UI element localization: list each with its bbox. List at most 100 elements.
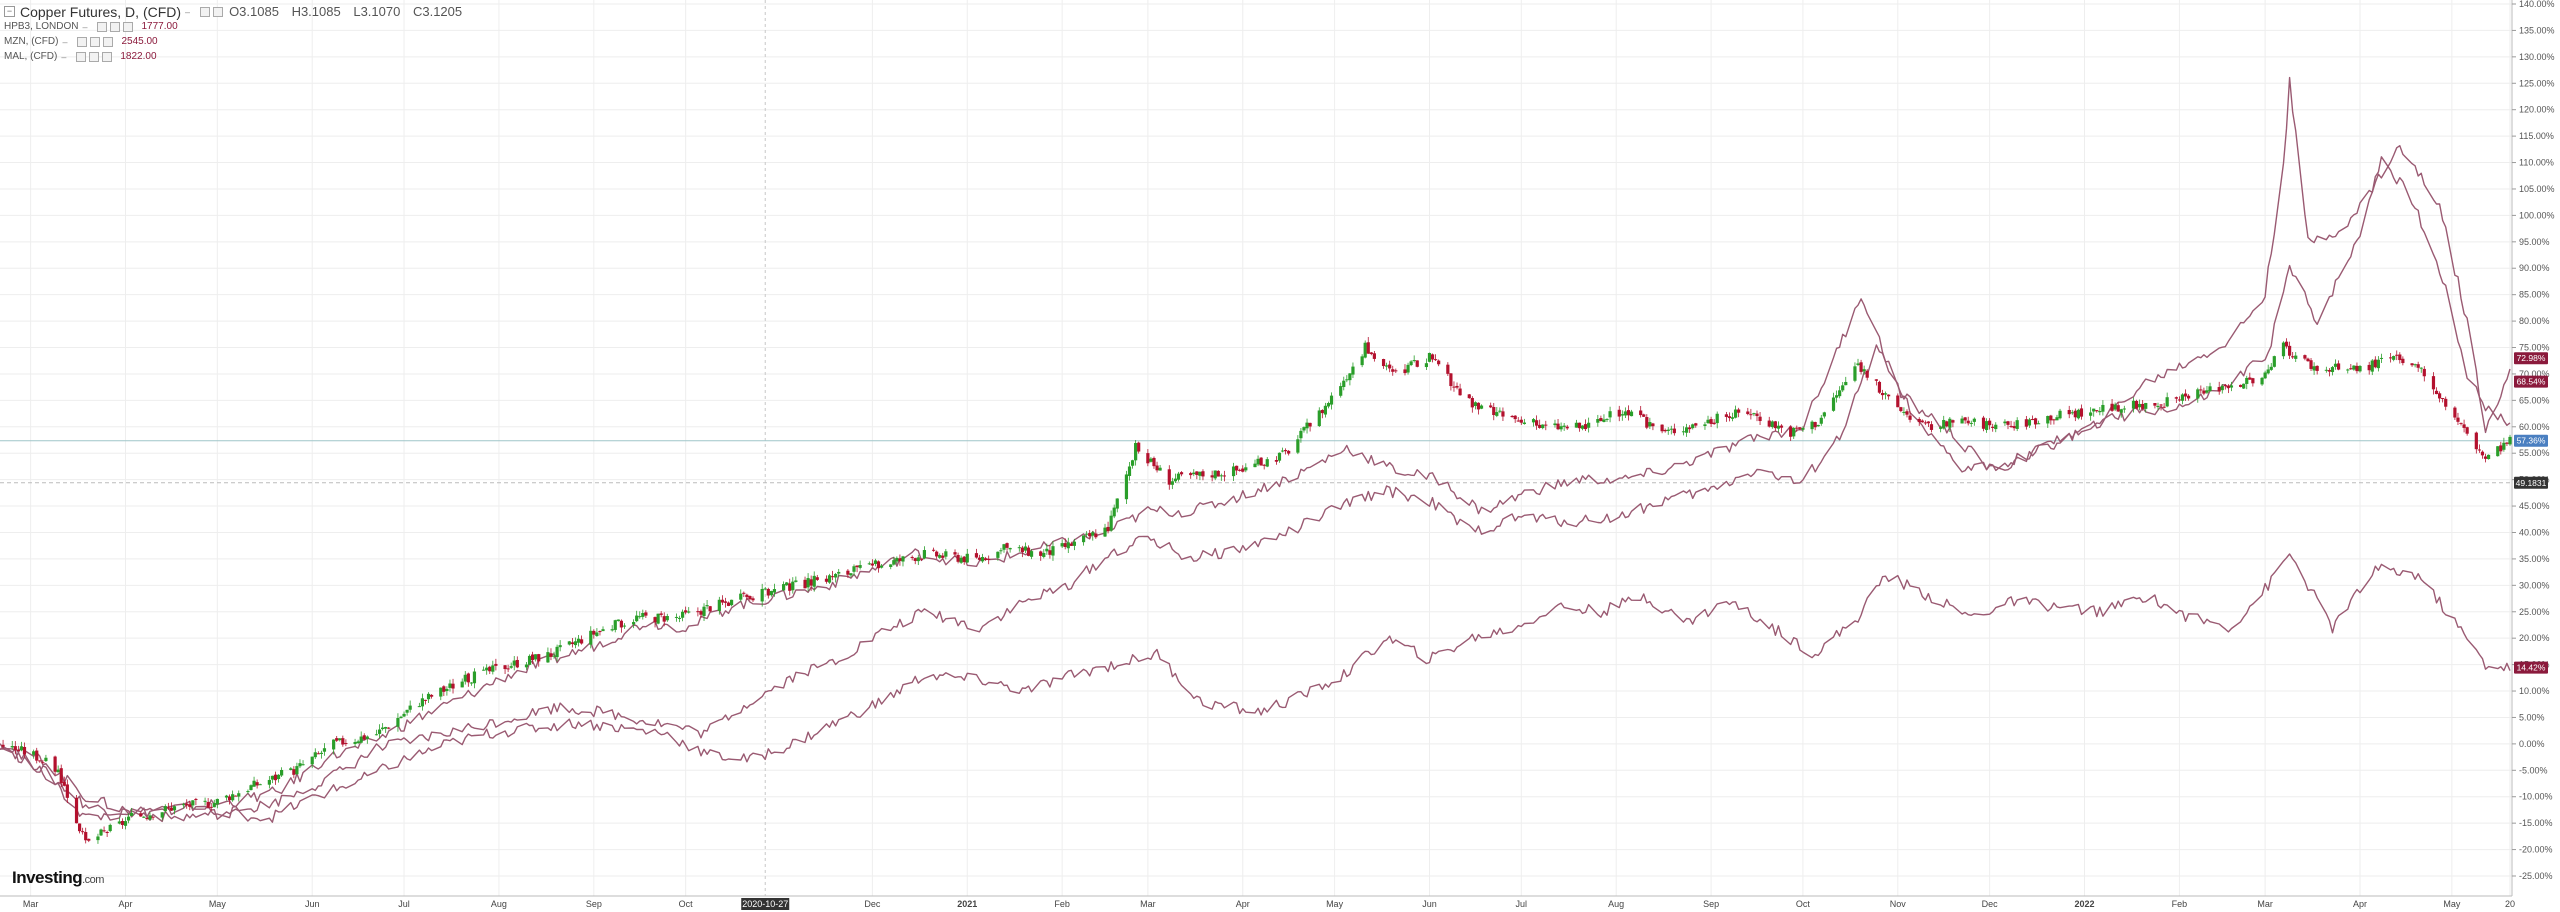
candle[interactable] xyxy=(108,823,112,833)
candle[interactable] xyxy=(1755,410,1759,422)
candle[interactable] xyxy=(656,613,660,625)
candle[interactable] xyxy=(1253,459,1257,468)
candle[interactable] xyxy=(16,745,20,752)
candle[interactable] xyxy=(1681,426,1686,436)
candle[interactable] xyxy=(1538,419,1542,429)
candle[interactable] xyxy=(1688,425,1692,433)
candle[interactable] xyxy=(1094,529,1098,539)
candle[interactable] xyxy=(570,638,575,648)
candle[interactable] xyxy=(1883,391,1888,400)
candle[interactable] xyxy=(1905,409,1909,418)
candle[interactable] xyxy=(1,739,5,749)
candle[interactable] xyxy=(280,767,284,777)
candle[interactable] xyxy=(1299,428,1303,443)
candle[interactable] xyxy=(2327,368,2332,377)
candle[interactable] xyxy=(1874,379,1878,386)
candle[interactable] xyxy=(2459,422,2463,426)
investing-logo[interactable]: Investing.com xyxy=(12,868,104,888)
candle[interactable] xyxy=(185,799,189,809)
candle[interactable] xyxy=(292,766,296,779)
candle[interactable] xyxy=(638,611,642,619)
candle[interactable] xyxy=(2291,352,2295,359)
remove-icon[interactable] xyxy=(102,51,113,62)
candle[interactable] xyxy=(766,587,770,599)
candle[interactable] xyxy=(1085,531,1089,537)
candle[interactable] xyxy=(944,548,948,560)
candle[interactable] xyxy=(1170,477,1174,490)
candle[interactable] xyxy=(1348,373,1352,386)
candle[interactable] xyxy=(2226,384,2230,394)
candle[interactable] xyxy=(203,797,207,806)
candle[interactable] xyxy=(270,775,275,784)
candle[interactable] xyxy=(1452,381,1456,392)
candle[interactable] xyxy=(2474,431,2478,454)
candle[interactable] xyxy=(1981,415,1986,432)
candle[interactable] xyxy=(2392,355,2396,362)
candle[interactable] xyxy=(1642,413,1646,418)
candle[interactable] xyxy=(1409,360,1413,367)
candle[interactable] xyxy=(1130,459,1135,469)
visibility-toggle-icon[interactable] xyxy=(200,6,211,17)
candle[interactable] xyxy=(1222,470,1226,482)
candle[interactable] xyxy=(1660,424,1664,434)
candle[interactable] xyxy=(1813,421,1817,431)
candle[interactable] xyxy=(439,687,443,701)
candle[interactable] xyxy=(901,555,905,567)
candle[interactable] xyxy=(374,729,379,736)
candle[interactable] xyxy=(892,557,896,566)
candle[interactable] xyxy=(1167,465,1171,490)
visibility-toggle-icon[interactable] xyxy=(97,21,108,32)
candle[interactable] xyxy=(2336,360,2341,371)
candle[interactable] xyxy=(785,581,789,586)
candle[interactable] xyxy=(2144,402,2148,413)
candle[interactable] xyxy=(32,749,36,759)
candle[interactable] xyxy=(815,574,819,581)
candle[interactable] xyxy=(1672,423,1676,436)
candle[interactable] xyxy=(1737,407,1741,418)
candle[interactable] xyxy=(2089,407,2093,421)
caret-icon[interactable]: – xyxy=(82,21,88,32)
candle[interactable] xyxy=(723,597,728,608)
candle[interactable] xyxy=(387,726,391,730)
candle[interactable] xyxy=(353,738,357,747)
candle[interactable] xyxy=(381,723,385,731)
candle[interactable] xyxy=(980,553,985,563)
candle[interactable] xyxy=(1752,412,1756,417)
candle[interactable] xyxy=(488,665,492,675)
candle[interactable] xyxy=(1831,392,1836,412)
candle[interactable] xyxy=(96,833,100,844)
candle[interactable] xyxy=(1972,417,1976,426)
candle[interactable] xyxy=(996,551,1000,561)
candle[interactable] xyxy=(1342,376,1346,391)
candle[interactable] xyxy=(2046,415,2050,428)
candle[interactable] xyxy=(2373,356,2377,369)
candle[interactable] xyxy=(1274,456,1279,465)
candle[interactable] xyxy=(1158,464,1162,471)
candle[interactable] xyxy=(2177,396,2182,402)
candle[interactable] xyxy=(1583,419,1588,432)
candle[interactable] xyxy=(1733,405,1738,419)
candle[interactable] xyxy=(1020,545,1024,558)
candle[interactable] xyxy=(2281,341,2286,360)
candle[interactable] xyxy=(442,685,446,697)
candle[interactable] xyxy=(2095,410,2099,413)
candle[interactable] xyxy=(2499,441,2503,455)
candle[interactable] xyxy=(1427,352,1432,363)
candle[interactable] xyxy=(298,759,302,769)
settings-icon[interactable] xyxy=(90,36,101,47)
candle[interactable] xyxy=(742,591,746,598)
candle[interactable] xyxy=(889,564,893,570)
candle[interactable] xyxy=(126,813,131,824)
candle[interactable] xyxy=(916,554,920,566)
candle[interactable] xyxy=(182,802,186,809)
candle[interactable] xyxy=(1984,418,1989,433)
candle[interactable] xyxy=(702,603,706,622)
candle[interactable] xyxy=(959,555,963,564)
candle[interactable] xyxy=(44,754,48,763)
candle[interactable] xyxy=(867,561,871,565)
candle[interactable] xyxy=(898,554,902,566)
candle[interactable] xyxy=(65,779,69,803)
candle[interactable] xyxy=(1219,473,1223,481)
candle[interactable] xyxy=(1339,382,1343,398)
candle[interactable] xyxy=(2370,359,2374,376)
